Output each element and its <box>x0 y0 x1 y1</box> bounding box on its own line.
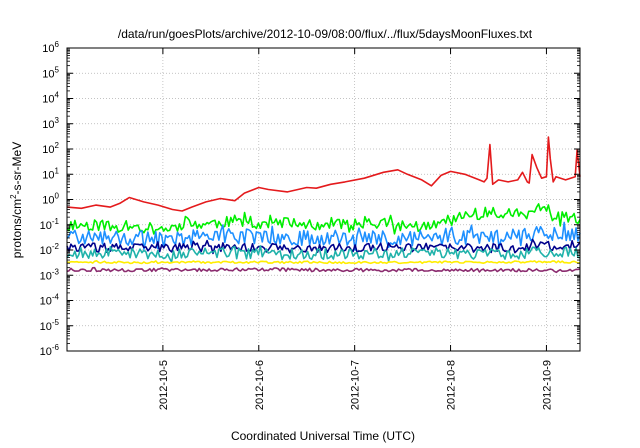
y-axis-label: protons/cm2-s-sr-MeV <box>9 142 24 258</box>
grid-lines <box>67 47 580 352</box>
y-tick-label: 10-3 <box>40 267 60 282</box>
series-line-4 <box>66 245 581 263</box>
series-layer <box>66 136 581 274</box>
y-tick-label: 10-5 <box>40 318 60 333</box>
plot-frame <box>66 47 581 352</box>
y-tick-label: 101 <box>42 166 59 181</box>
series-line-5 <box>66 260 581 265</box>
x-tick-label: 2012-10-6 <box>254 360 266 410</box>
x-axis-label: Coordinated Universal Time (UTC) <box>231 429 415 443</box>
y-tick-label: 103 <box>42 116 59 131</box>
series-line-6 <box>66 266 581 274</box>
series-line-3 <box>66 238 581 255</box>
x-tick-label: 2012-10-7 <box>350 360 362 410</box>
chart-title: /data/run/goesPlots/archive/2012-10-09/0… <box>118 27 533 41</box>
y-tick-label: 10-6 <box>40 343 60 358</box>
y-tick-label: 10-1 <box>40 217 60 232</box>
series-line-2 <box>66 221 581 251</box>
y-tick-label: 104 <box>42 91 59 106</box>
series-line-1 <box>66 203 581 235</box>
y-tick-label: 10-2 <box>40 242 60 257</box>
y-axis-label-post: -s-sr-MeV <box>10 142 24 195</box>
x-tick-label: 2012-10-5 <box>158 360 170 410</box>
y-tick-label: 105 <box>42 65 59 80</box>
x-axis-ticks: 2012-10-5 2012-10-6 2012-10-7 2012-10-8 2012… <box>158 48 553 410</box>
y-axis-ticks: 10-6 10-5 10-4 10-3 10-2 10-1 100 101 102 103 104 1… <box>40 40 580 358</box>
y-axis-label-pre: protons/cm <box>10 199 24 258</box>
y-tick-label: 106 <box>42 40 59 55</box>
y-tick-label: 10-4 <box>40 293 60 308</box>
y-axis-label-sup: 2 <box>9 194 18 199</box>
x-tick-label: 2012-10-9 <box>541 360 553 410</box>
x-tick-label: 2012-10-8 <box>446 360 458 410</box>
series-line-0 <box>66 136 581 212</box>
y-tick-label: 102 <box>42 141 59 156</box>
y-tick-label: 100 <box>42 192 59 207</box>
